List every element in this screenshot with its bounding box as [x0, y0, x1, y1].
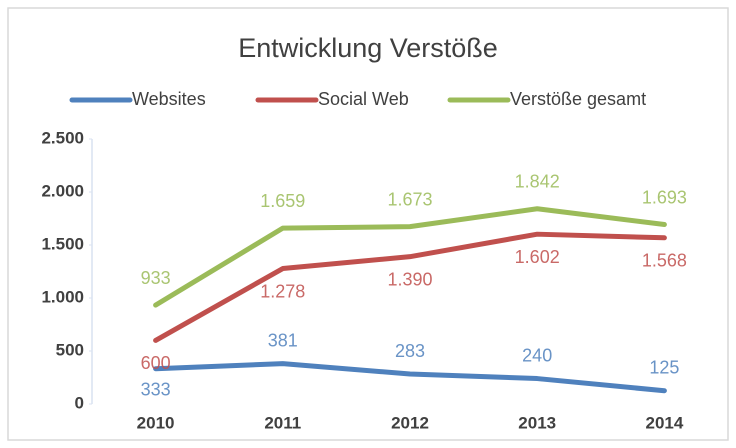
data-label: 1.693 [642, 187, 687, 207]
x-tick-label: 2010 [137, 413, 175, 432]
data-label: 240 [522, 345, 552, 365]
y-tick-label: 1.500 [41, 234, 84, 253]
y-tick-label: 0 [75, 393, 84, 412]
data-label: 1.659 [260, 191, 305, 211]
legend-label: Social Web [318, 89, 409, 109]
data-label: 1.602 [515, 247, 560, 267]
series-line [153, 361, 667, 394]
data-label: 1.390 [387, 269, 432, 289]
y-tick-label: 500 [56, 340, 84, 359]
data-label: 333 [141, 379, 171, 399]
series-line [153, 231, 667, 343]
series-line [153, 206, 667, 308]
data-label: 283 [395, 341, 425, 361]
data-label: 1.842 [515, 171, 560, 191]
data-label: 381 [268, 330, 298, 350]
chart-title: Entwicklung Verstöße [238, 33, 498, 63]
x-tick-label: 2012 [391, 413, 429, 432]
y-tick-label: 2.500 [41, 128, 84, 147]
chart-border [7, 7, 729, 441]
legend-label: Verstöße gesamt [510, 89, 646, 109]
data-label: 1.278 [260, 281, 305, 301]
legend-label: Websites [132, 89, 206, 109]
y-tick-label: 2.000 [41, 181, 84, 200]
y-tick-label: 1.000 [41, 287, 84, 306]
data-label: 600 [141, 353, 171, 373]
data-label: 933 [141, 268, 171, 288]
data-label: 1.568 [642, 251, 687, 271]
data-label: 125 [649, 358, 679, 378]
x-tick-label: 2011 [264, 413, 301, 432]
x-tick-label: 2013 [518, 413, 556, 432]
data-label: 1.673 [387, 189, 432, 209]
x-tick-label: 2014 [645, 413, 683, 432]
